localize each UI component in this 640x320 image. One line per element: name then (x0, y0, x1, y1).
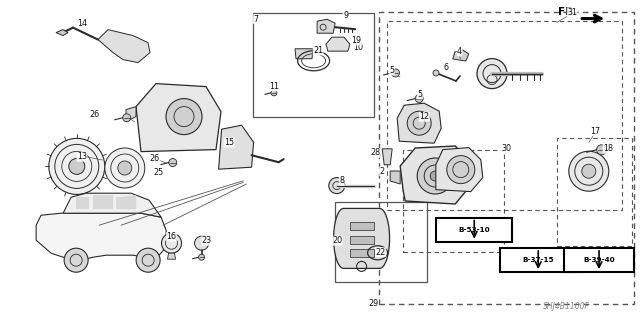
Circle shape (329, 178, 345, 194)
Text: B-37-15: B-37-15 (522, 257, 554, 263)
Polygon shape (400, 146, 470, 204)
Text: 11: 11 (269, 82, 279, 91)
Polygon shape (326, 37, 350, 51)
Polygon shape (436, 148, 483, 192)
Bar (387, 21, 622, 210)
Circle shape (195, 236, 209, 250)
Polygon shape (136, 84, 221, 152)
Circle shape (407, 111, 431, 135)
Bar (564, 248, 634, 272)
Text: 16: 16 (166, 232, 177, 241)
Circle shape (136, 248, 160, 272)
Circle shape (392, 69, 399, 77)
Circle shape (433, 70, 439, 76)
Polygon shape (453, 50, 468, 61)
Text: 29: 29 (368, 300, 378, 308)
Text: 7: 7 (253, 15, 259, 24)
Circle shape (596, 145, 607, 155)
Circle shape (430, 171, 440, 181)
Circle shape (105, 148, 145, 188)
Polygon shape (116, 195, 136, 209)
Text: 17: 17 (590, 127, 600, 136)
Text: 26: 26 (90, 110, 100, 119)
Polygon shape (56, 29, 68, 36)
Text: 12: 12 (419, 112, 429, 121)
Circle shape (64, 248, 88, 272)
Polygon shape (349, 222, 374, 230)
Text: 31: 31 (567, 8, 577, 17)
Polygon shape (397, 103, 441, 143)
Circle shape (69, 158, 84, 174)
Circle shape (118, 161, 132, 175)
Circle shape (169, 158, 177, 166)
Text: 18: 18 (603, 144, 613, 153)
Polygon shape (219, 125, 253, 169)
Text: FR.: FR. (558, 6, 577, 17)
Circle shape (417, 158, 453, 194)
Polygon shape (295, 49, 313, 59)
Text: 15: 15 (224, 138, 234, 147)
Text: 8: 8 (339, 176, 344, 185)
Bar (436, 218, 512, 242)
Text: 2: 2 (380, 167, 385, 176)
Circle shape (569, 151, 609, 191)
Text: B-53-10: B-53-10 (458, 227, 490, 233)
Circle shape (123, 114, 131, 122)
Text: 5: 5 (417, 90, 422, 99)
Text: 26: 26 (150, 154, 160, 163)
Circle shape (477, 59, 507, 89)
Circle shape (161, 233, 182, 253)
Text: 10: 10 (353, 43, 364, 52)
Text: 5: 5 (389, 66, 394, 75)
Circle shape (447, 156, 475, 184)
Circle shape (582, 164, 596, 178)
Text: 4: 4 (457, 47, 462, 56)
Bar (253, 13, 374, 117)
Text: 21: 21 (313, 46, 323, 55)
Polygon shape (98, 29, 150, 63)
Text: 28: 28 (370, 148, 380, 157)
Polygon shape (168, 253, 175, 259)
Text: 30: 30 (501, 144, 511, 153)
Text: 23: 23 (202, 236, 212, 245)
Circle shape (166, 99, 202, 135)
Bar (335, 202, 427, 282)
Bar (403, 150, 504, 252)
Polygon shape (93, 195, 113, 209)
Circle shape (271, 90, 277, 96)
Circle shape (198, 254, 205, 260)
Circle shape (49, 138, 105, 194)
Text: 6: 6 (444, 63, 449, 72)
Polygon shape (126, 107, 136, 122)
Text: 14: 14 (77, 19, 87, 28)
Text: 22: 22 (376, 248, 386, 257)
Text: 13: 13 (77, 152, 87, 161)
Text: B-39-40: B-39-40 (583, 257, 615, 263)
Text: 9: 9 (343, 11, 348, 20)
Polygon shape (76, 197, 89, 209)
Polygon shape (333, 208, 390, 268)
Text: 25: 25 (154, 168, 164, 177)
Text: SHJ4B1100F: SHJ4B1100F (543, 302, 590, 311)
Polygon shape (317, 19, 335, 33)
Polygon shape (36, 213, 166, 260)
Polygon shape (382, 149, 392, 165)
Polygon shape (390, 171, 400, 184)
Text: 20: 20 (332, 236, 342, 245)
Bar (500, 248, 576, 272)
Circle shape (415, 94, 423, 102)
Polygon shape (349, 236, 374, 244)
Polygon shape (349, 249, 374, 257)
Polygon shape (63, 193, 161, 217)
Bar (379, 12, 634, 304)
Bar (557, 138, 632, 246)
Text: 19: 19 (351, 36, 362, 45)
